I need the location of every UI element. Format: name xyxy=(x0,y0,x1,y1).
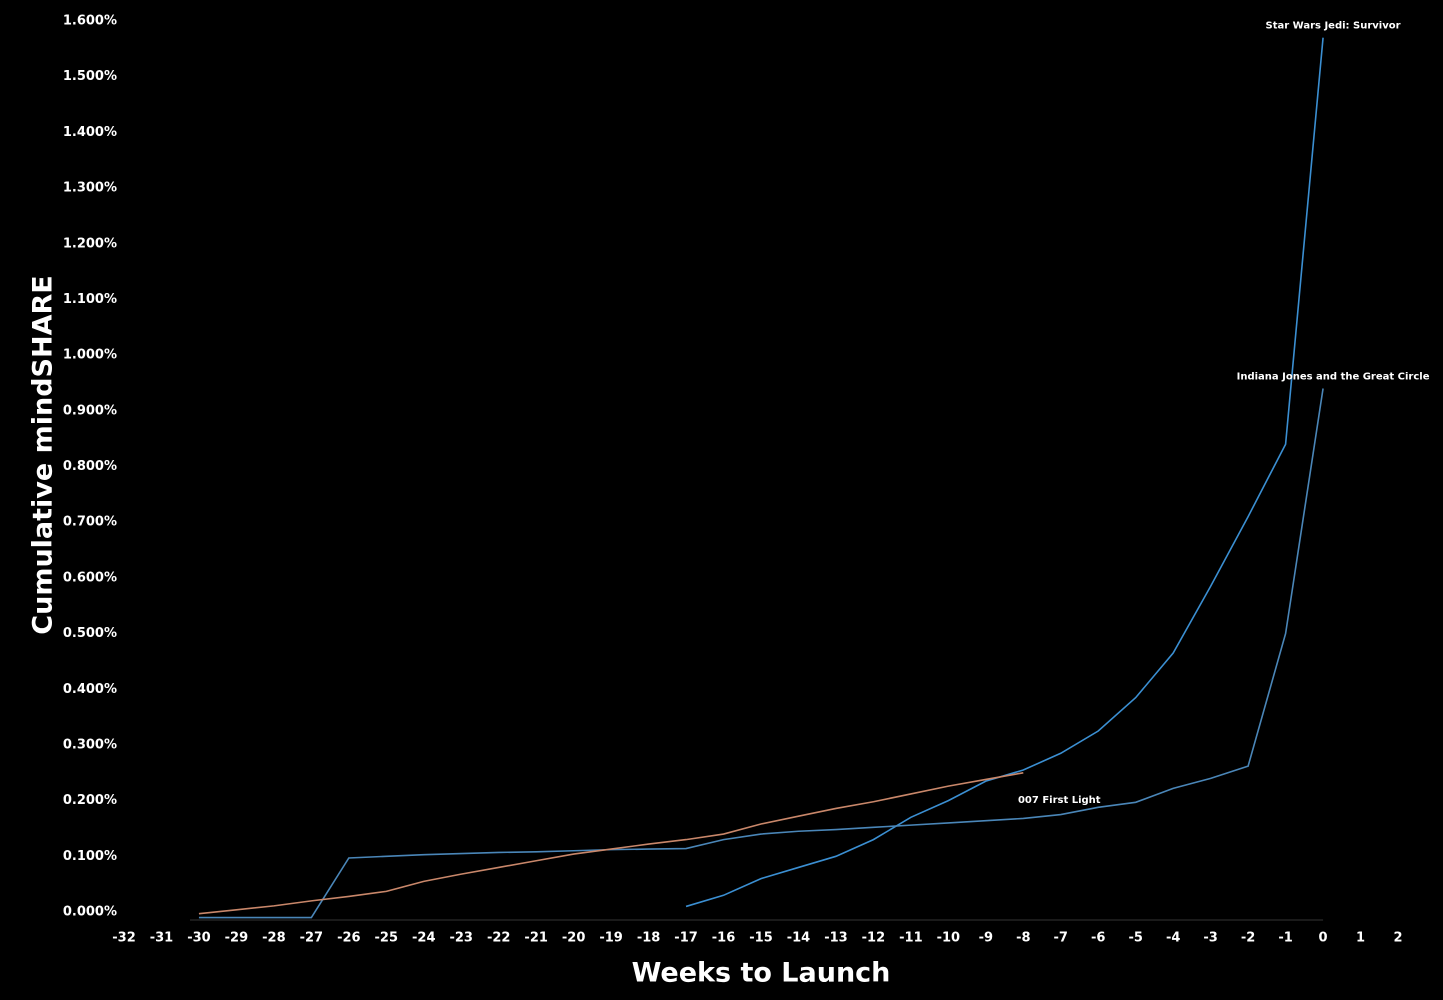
x-tick-label: -15 xyxy=(749,931,773,946)
x-tick-label: -13 xyxy=(824,931,848,946)
x-tick-label: -29 xyxy=(225,931,249,946)
y-axis-title: Cumulative mindSHARE xyxy=(28,275,59,634)
y-tick-label: 1.100% xyxy=(63,292,117,307)
x-tick-label: -11 xyxy=(899,931,923,946)
y-tick-label: 0.000% xyxy=(63,905,117,920)
x-tick-label: -24 xyxy=(412,931,436,946)
x-tick-label: -6 xyxy=(1091,931,1105,946)
x-tick-label: -7 xyxy=(1054,931,1068,946)
y-tick-label: 1.000% xyxy=(63,348,117,363)
x-tick-label: -12 xyxy=(862,931,886,946)
series-line xyxy=(198,388,1324,919)
x-tick-label: -17 xyxy=(674,931,698,946)
x-tick-label: -21 xyxy=(524,931,548,946)
x-tick-label: -3 xyxy=(1203,931,1217,946)
x-tick-label: -26 xyxy=(337,931,361,946)
series-line xyxy=(198,771,1024,915)
x-tick-label: -31 xyxy=(150,931,174,946)
x-tick-label: -8 xyxy=(1016,931,1030,946)
series-label: 007 First Light xyxy=(1018,795,1101,806)
x-tick-label: -16 xyxy=(712,931,736,946)
x-tick-label: -30 xyxy=(187,931,211,946)
x-tick-label: -14 xyxy=(787,931,811,946)
y-tick-label: 0.500% xyxy=(63,626,117,641)
y-tick-label: 1.500% xyxy=(63,69,117,84)
x-tick-label: -25 xyxy=(375,931,399,946)
x-tick-label: -27 xyxy=(300,931,324,946)
x-tick-label: 1 xyxy=(1356,931,1365,946)
y-tick-label: 1.200% xyxy=(63,236,117,251)
y-tick-label: 0.800% xyxy=(63,459,117,474)
y-tick-label: 0.700% xyxy=(63,515,117,530)
x-tick-label: -18 xyxy=(637,931,661,946)
x-axis-title: Weeks to Launch xyxy=(632,958,891,989)
x-tick-label: 0 xyxy=(1319,931,1328,946)
y-tick-label: 0.600% xyxy=(63,570,117,585)
y-tick-label: 0.100% xyxy=(63,849,117,864)
y-tick-label: 0.200% xyxy=(63,793,117,808)
x-tick-label: 2 xyxy=(1393,931,1402,946)
x-tick-label: -4 xyxy=(1166,931,1180,946)
y-tick-label: 0.400% xyxy=(63,682,117,697)
x-tick-label: -1 xyxy=(1278,931,1292,946)
x-tick-label: -32 xyxy=(112,931,136,946)
series-label: Indiana Jones and the Great Circle xyxy=(1237,372,1430,383)
x-tick-label: -20 xyxy=(562,931,586,946)
y-tick-label: 0.900% xyxy=(63,403,117,418)
x-tick-label: -9 xyxy=(979,931,993,946)
x-tick-label: -19 xyxy=(599,931,623,946)
series-label: Star Wars Jedi: Survivor xyxy=(1266,21,1401,32)
x-tick-label: -28 xyxy=(262,931,286,946)
x-tick-label: -23 xyxy=(449,931,473,946)
y-tick-label: 1.600% xyxy=(63,14,117,29)
x-tick-label: -5 xyxy=(1128,931,1142,946)
y-tick-label: 1.400% xyxy=(63,125,117,140)
y-tick-label: 0.300% xyxy=(63,737,117,752)
x-tick-label: -10 xyxy=(937,931,961,946)
x-tick-label: -22 xyxy=(487,931,511,946)
x-tick-label: -2 xyxy=(1241,931,1255,946)
y-tick-label: 1.300% xyxy=(63,181,117,196)
